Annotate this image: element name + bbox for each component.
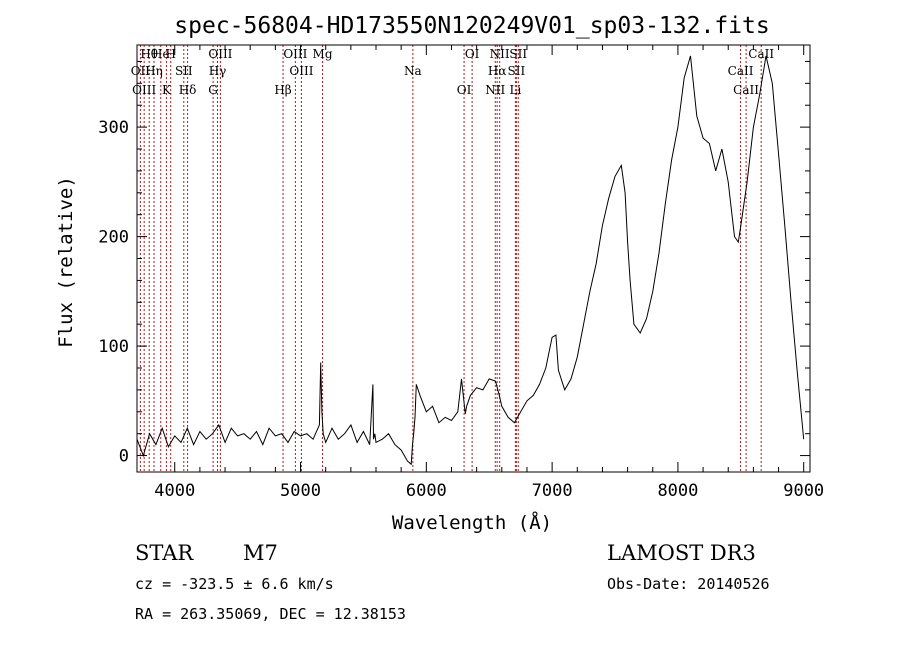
plot-frame [136, 44, 811, 473]
line-marker-label: CaII [728, 64, 754, 78]
coordinates: RA = 263.35069, DEC = 12.38153 [135, 605, 406, 623]
line-marker-label: He [152, 47, 170, 61]
line-marker-label: NII [485, 83, 505, 97]
redshift-cz: cz = -323.5 ± 6.6 km/s [135, 575, 334, 593]
line-marker-label: OIII [208, 47, 232, 61]
x-axis-label: Wavelength (Å) [392, 511, 552, 534]
x-tick-label: 8000 [657, 481, 698, 501]
line-marker-label: SII [508, 64, 526, 78]
line-marker-label: Hη [145, 64, 163, 78]
line-marker-label: OIII [283, 47, 307, 61]
object-class: STAR [135, 541, 194, 565]
chart-title: spec-56804-HD173550N120249V01_sp03-132.f… [174, 13, 769, 39]
line-marker-label: Hβ [274, 83, 291, 97]
x-tick-label: 5000 [280, 481, 321, 501]
line-marker-label: Li [509, 83, 521, 97]
spectrum-series-line [136, 55, 805, 466]
object-subclass: M7 [243, 541, 278, 565]
observation-date: Obs-Date: 20140526 [607, 575, 770, 593]
line-marker-label: Hγ [209, 64, 227, 78]
line-marker-label: Hδ [179, 83, 197, 97]
line-marker-label: CaII [733, 83, 759, 97]
y-tick-label: 0 [119, 447, 129, 467]
y-axis-label: Flux (relative) [55, 176, 77, 348]
line-marker-label: OI [465, 47, 480, 61]
line-marker-label: OI [457, 83, 472, 97]
line-marker-label: CaII [748, 47, 774, 61]
line-marker-label: SII [175, 64, 193, 78]
line-marker-label: Mg [313, 47, 333, 61]
y-tick-label: 100 [98, 337, 129, 357]
line-marker-label: K [162, 83, 172, 97]
survey-name: LAMOST DR3 [607, 541, 756, 565]
line-marker-label: NII [490, 47, 510, 61]
x-tick-label: 4000 [154, 481, 195, 501]
line-marker-label: OIII [289, 64, 313, 78]
line-marker-label: SII [509, 47, 527, 61]
y-axis-ticks: 0 100 200 300 [98, 60, 810, 467]
x-tick-label: 7000 [532, 481, 573, 501]
line-marker-label: H [165, 47, 175, 61]
line-marker-labels: HθOIIOIIIHeHηKHSIIHδOIIIHγGOIIIOIIIHβMgN… [131, 47, 775, 97]
line-marker-label: OIII [132, 83, 156, 97]
line-marker-label: Hα [488, 64, 507, 78]
line-markers [139, 45, 762, 472]
y-tick-label: 300 [98, 118, 129, 138]
x-tick-label: 9000 [783, 481, 824, 501]
line-marker-label: Hθ [140, 47, 158, 61]
line-marker-label: G [208, 83, 218, 97]
line-marker-label: OII [131, 64, 151, 78]
x-tick-label: 6000 [406, 481, 447, 501]
line-marker-label: Na [404, 64, 422, 78]
x-axis-ticks: 4000 5000 6000 7000 8000 9000 [154, 45, 824, 501]
y-tick-label: 200 [98, 228, 129, 248]
